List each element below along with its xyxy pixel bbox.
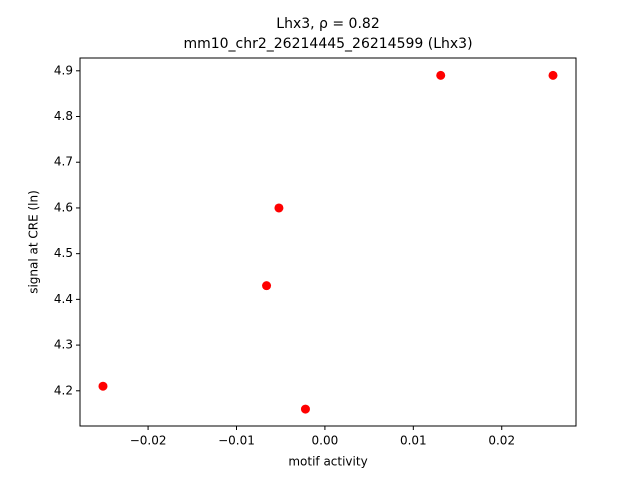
x-tick-label: −0.02 bbox=[130, 434, 167, 448]
x-tick-label: −0.01 bbox=[218, 434, 255, 448]
y-tick-label: 4.7 bbox=[54, 155, 73, 169]
point bbox=[98, 381, 108, 391]
chart-title: Lhx3, ρ = 0.82 bbox=[276, 16, 379, 32]
y-axis-label: signal at CRE (ln) bbox=[27, 190, 41, 294]
chart-subtitle: mm10_chr2_26214445_26214599 (Lhx3) bbox=[183, 36, 472, 52]
y-tick-label: 4.8 bbox=[54, 109, 73, 123]
y-tick-label: 4.5 bbox=[54, 246, 73, 260]
y-tick-label: 4.9 bbox=[54, 63, 73, 77]
point bbox=[262, 281, 272, 291]
x-tick-label: 0.00 bbox=[312, 434, 339, 448]
point bbox=[300, 404, 310, 414]
x-axis-label: motif activity bbox=[288, 455, 367, 469]
y-tick-label: 4.4 bbox=[54, 292, 73, 306]
point bbox=[436, 70, 446, 80]
y-tick-label: 4.3 bbox=[54, 338, 73, 352]
point bbox=[274, 203, 284, 213]
point bbox=[548, 70, 558, 80]
x-tick-label: 0.02 bbox=[488, 434, 515, 448]
y-tick-label: 4.6 bbox=[54, 200, 73, 214]
x-tick-label: 0.01 bbox=[400, 434, 427, 448]
y-tick-label: 4.2 bbox=[54, 383, 73, 397]
plot-frame bbox=[79, 57, 577, 427]
